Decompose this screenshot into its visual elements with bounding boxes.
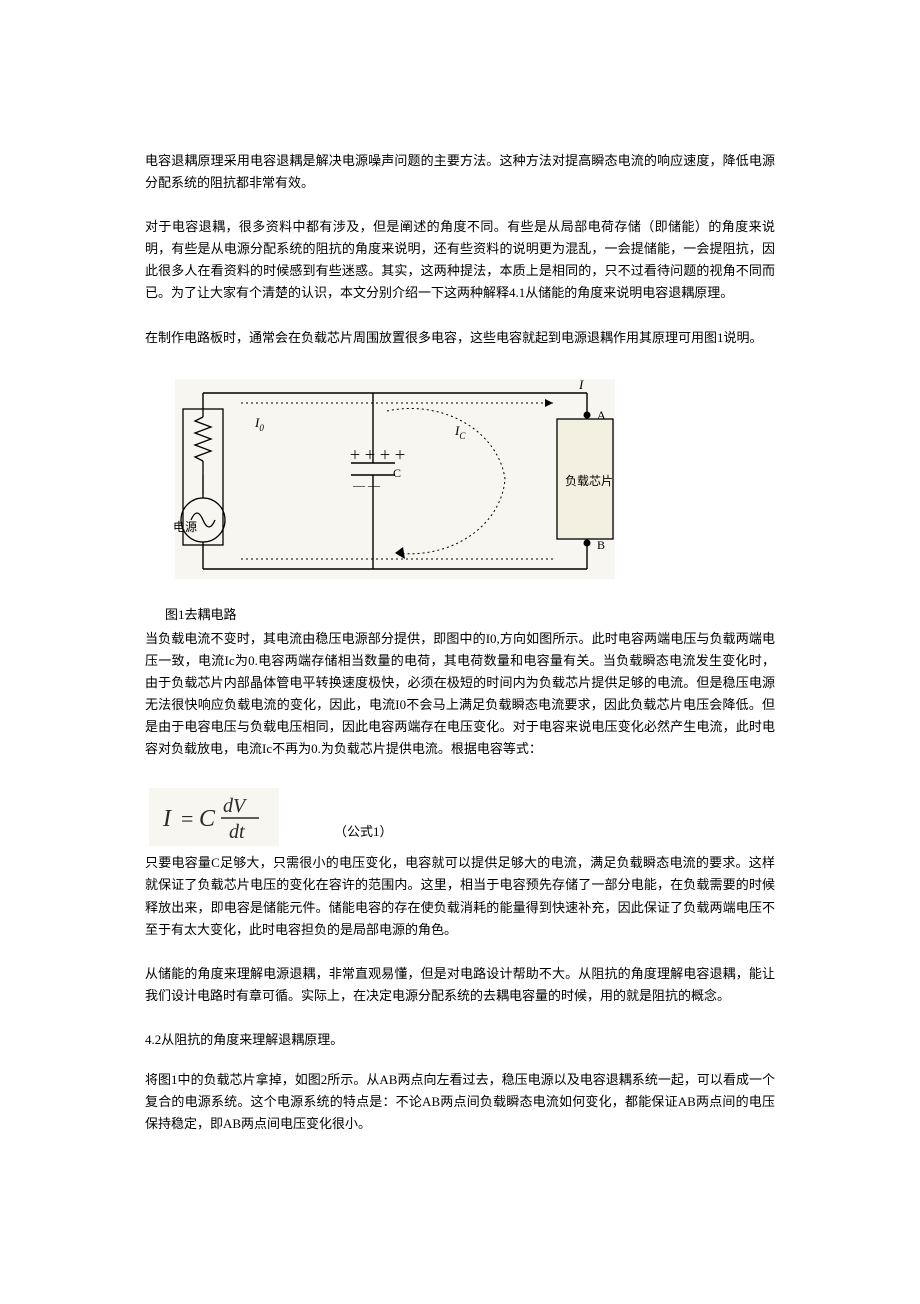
cap-plus2: ＋ ＋ — [379, 448, 406, 462]
paragraph-impedance-intro: 从储能的角度来理解电源退耦，非常直观易懂，但是对电路设计帮助不大。从阻抗的角度理… — [145, 963, 775, 1007]
eq-C: C — [199, 806, 216, 832]
paragraph-intro-1: 电容退耦原理采用电容退耦是解决电源噪声问题的主要方法。这种方法对提高瞬态电流的响… — [145, 150, 775, 194]
figure-decoupling-circuit: 电源 ＋ ＋ ＋ ＋ — — C 负载芯片 A B — [145, 371, 775, 596]
label-power: 电源 — [173, 520, 197, 534]
eq-dV: dV — [223, 795, 248, 817]
cap-plus: ＋ ＋ — [349, 448, 376, 462]
formula1-label: （公式1） — [334, 821, 393, 846]
eq-dt: dt — [229, 821, 245, 843]
paragraph-operation: 当负载电流不变时，其电流由稳压电源部分提供，即图中的I0,方向如图所示。此时电容… — [145, 628, 775, 761]
figure1-caption: 图1去耦电路 — [165, 604, 775, 626]
paragraph-intro-3: 在制作电路板时，通常会在负载芯片周围放置很多电容，这些电容就起到电源退耦作用其原… — [145, 327, 775, 349]
label-a: A — [597, 408, 606, 422]
paragraph-impedance-body: 将图1中的负载芯片拿掉，如图2所示。从AB两点向左看过去，稳压电源以及电容退耦系… — [145, 1069, 775, 1135]
paragraph-energy-store: 只要电容量C足够大，只需很小的电压变化，电容就可以提供足够大的电流，满足负载瞬态… — [145, 852, 775, 940]
document-page: 电容退耦原理采用电容退耦是解决电源噪声问题的主要方法。这种方法对提高瞬态电流的响… — [0, 0, 920, 1185]
formula-row: I = C dV dt （公式1） — [145, 788, 775, 846]
circuit-svg: 电源 ＋ ＋ ＋ ＋ — — C 负载芯片 A B — [145, 371, 625, 591]
paragraph-intro-2: 对于电容退耦，很多资料中都有涉及，但是阐述的角度不同。有些是从局部电荷存储（即储… — [145, 216, 775, 304]
label-chip: 负载芯片 — [565, 474, 613, 488]
cap-minus: — — — [352, 478, 381, 492]
eq-I: I — [162, 806, 172, 832]
section-4-2-heading: 4.2从阻抗的角度来理解退耦原理。 — [145, 1029, 775, 1051]
equation-svg: I = C dV dt — [149, 788, 279, 846]
eq-equals: = — [181, 806, 193, 831]
label-i: I — [578, 377, 584, 392]
label-b: B — [597, 538, 605, 552]
label-c: C — [393, 466, 401, 480]
